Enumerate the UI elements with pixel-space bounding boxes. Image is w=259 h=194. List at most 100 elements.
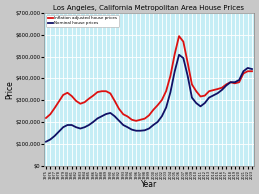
Nominal house prices — [45, 140, 48, 143]
Inflation adjusted house prices — [169, 74, 172, 77]
Inflation adjusted house prices — [250, 70, 254, 72]
Nominal house prices — [126, 126, 129, 128]
Nominal house prices — [190, 96, 193, 99]
Inflation adjusted house prices — [126, 115, 129, 118]
Inflation adjusted house prices — [147, 114, 150, 117]
Inflation adjusted house prices — [75, 100, 78, 102]
Nominal house prices — [117, 120, 120, 122]
Inflation adjusted house prices — [229, 81, 232, 83]
Nominal house prices — [109, 112, 112, 114]
Nominal house prices — [53, 135, 56, 137]
Inflation adjusted house prices — [165, 90, 168, 92]
Nominal house prices — [177, 54, 181, 56]
Nominal house prices — [169, 91, 172, 93]
Inflation adjusted house prices — [186, 61, 189, 64]
Nominal house prices — [246, 67, 249, 69]
Nominal house prices — [100, 115, 103, 117]
Nominal house prices — [96, 117, 99, 120]
Inflation adjusted house prices — [212, 89, 215, 91]
Nominal house prices — [70, 124, 73, 126]
Nominal house prices — [113, 115, 116, 117]
Inflation adjusted house prices — [195, 90, 198, 92]
Inflation adjusted house prices — [57, 100, 60, 103]
Nominal house prices — [83, 126, 86, 128]
Nominal house prices — [105, 113, 108, 115]
Inflation adjusted house prices — [152, 109, 155, 111]
Inflation adjusted house prices — [79, 103, 82, 105]
Inflation adjusted house prices — [96, 91, 99, 93]
Inflation adjusted house prices — [130, 119, 133, 121]
Legend: Inflation adjusted house prices, Nominal house prices: Inflation adjusted house prices, Nominal… — [46, 15, 119, 27]
Nominal house prices — [250, 68, 254, 70]
Inflation adjusted house prices — [177, 35, 181, 37]
Inflation adjusted house prices — [199, 95, 202, 98]
Inflation adjusted house prices — [139, 119, 142, 121]
Inflation adjusted house prices — [143, 118, 146, 120]
Inflation adjusted house prices — [113, 100, 116, 102]
Nominal house prices — [66, 124, 69, 126]
Inflation adjusted house prices — [190, 83, 193, 86]
Nominal house prices — [156, 121, 159, 123]
Inflation adjusted house prices — [87, 98, 90, 100]
Inflation adjusted house prices — [66, 92, 69, 94]
Inflation adjusted house prices — [173, 53, 176, 55]
Inflation adjusted house prices — [49, 113, 52, 115]
Nominal house prices — [160, 115, 163, 117]
Nominal house prices — [165, 106, 168, 109]
Inflation adjusted house prices — [135, 120, 138, 122]
Inflation adjusted house prices — [203, 94, 206, 97]
Nominal house prices — [147, 127, 150, 130]
Inflation adjusted house prices — [242, 72, 245, 75]
Nominal house prices — [195, 102, 198, 104]
Nominal house prices — [242, 70, 245, 72]
Nominal house prices — [49, 138, 52, 141]
Nominal house prices — [92, 121, 95, 123]
Inflation adjusted house prices — [83, 101, 86, 103]
Nominal house prices — [173, 70, 176, 72]
Nominal house prices — [75, 126, 78, 128]
Nominal house prices — [57, 130, 60, 133]
Nominal house prices — [220, 89, 224, 91]
Inflation adjusted house prices — [100, 90, 103, 92]
Nominal house prices — [229, 81, 232, 83]
Inflation adjusted house prices — [246, 70, 249, 72]
Nominal house prices — [122, 124, 125, 126]
Nominal house prices — [233, 81, 236, 83]
Inflation adjusted house prices — [220, 87, 224, 89]
Nominal house prices — [135, 130, 138, 132]
Inflation adjusted house prices — [238, 81, 241, 83]
Inflation adjusted house prices — [92, 94, 95, 97]
Inflation adjusted house prices — [233, 82, 236, 84]
Line: Inflation adjusted house prices: Inflation adjusted house prices — [46, 36, 252, 121]
Inflation adjusted house prices — [207, 90, 211, 92]
Line: Nominal house prices: Nominal house prices — [46, 55, 252, 142]
Inflation adjusted house prices — [182, 40, 185, 43]
Nominal house prices — [130, 128, 133, 131]
Nominal house prices — [62, 126, 65, 128]
Nominal house prices — [143, 129, 146, 132]
Inflation adjusted house prices — [45, 117, 48, 119]
Nominal house prices — [182, 57, 185, 59]
Nominal house prices — [238, 79, 241, 81]
Inflation adjusted house prices — [225, 83, 228, 86]
X-axis label: Year: Year — [141, 180, 157, 189]
Nominal house prices — [203, 102, 206, 104]
Nominal house prices — [212, 94, 215, 97]
Inflation adjusted house prices — [109, 92, 112, 94]
Inflation adjusted house prices — [62, 94, 65, 96]
Inflation adjusted house prices — [216, 88, 219, 90]
Nominal house prices — [79, 127, 82, 130]
Inflation adjusted house prices — [117, 108, 120, 110]
Inflation adjusted house prices — [70, 95, 73, 97]
Nominal house prices — [87, 124, 90, 126]
Inflation adjusted house prices — [53, 107, 56, 109]
Nominal house prices — [186, 74, 189, 77]
Title: Los Angeles, California Metropolitan Area House Prices: Los Angeles, California Metropolitan Are… — [54, 5, 244, 11]
Nominal house prices — [216, 92, 219, 94]
Nominal house prices — [225, 84, 228, 87]
Nominal house prices — [152, 124, 155, 126]
Inflation adjusted house prices — [105, 90, 108, 92]
Nominal house prices — [199, 105, 202, 107]
Y-axis label: Price: Price — [5, 80, 14, 99]
Nominal house prices — [139, 130, 142, 132]
